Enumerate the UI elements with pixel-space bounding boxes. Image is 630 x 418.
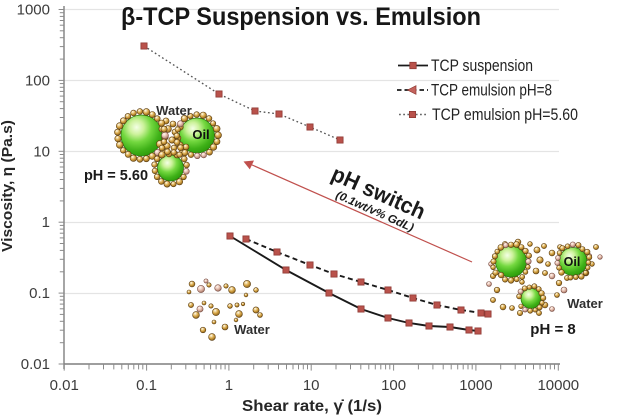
- svg-text:0.1: 0.1: [136, 377, 157, 394]
- svg-text:β-TCP Suspension vs. Emulsion: β-TCP Suspension vs. Emulsion: [121, 3, 481, 31]
- svg-text:Water: Water: [567, 296, 603, 311]
- svg-text:0.01: 0.01: [50, 377, 79, 394]
- svg-text:1: 1: [225, 377, 233, 394]
- svg-text:100: 100: [25, 72, 50, 89]
- svg-text:Water: Water: [234, 322, 270, 337]
- svg-text:10: 10: [33, 143, 50, 160]
- svg-text:10: 10: [303, 377, 320, 394]
- svg-text:10000: 10000: [537, 377, 579, 394]
- svg-text:1: 1: [42, 214, 50, 231]
- svg-text:Oil: Oil: [564, 255, 581, 269]
- svg-text:Viscosity, η (Pa.s): Viscosity, η (Pa.s): [0, 120, 16, 252]
- svg-text:TCP emulsion pH=8: TCP emulsion pH=8: [431, 82, 552, 100]
- svg-text:TCP emulsion pH=5.60: TCP emulsion pH=5.60: [432, 106, 578, 124]
- svg-text:100: 100: [381, 377, 406, 394]
- svg-text:pH = 5.60: pH = 5.60: [84, 168, 148, 184]
- svg-text:1000: 1000: [17, 2, 50, 19]
- svg-text:0.01: 0.01: [21, 356, 50, 373]
- svg-text:TCP suspension: TCP suspension: [431, 57, 533, 75]
- svg-text:0.1: 0.1: [29, 285, 50, 302]
- svg-text:pH = 8: pH = 8: [530, 321, 575, 338]
- svg-text:Water: Water: [156, 103, 192, 118]
- svg-text:Oil: Oil: [192, 127, 209, 142]
- svg-text:Shear rate, γ̇ (1/s): Shear rate, γ̇ (1/s): [242, 398, 382, 415]
- svg-text:1000: 1000: [459, 377, 492, 394]
